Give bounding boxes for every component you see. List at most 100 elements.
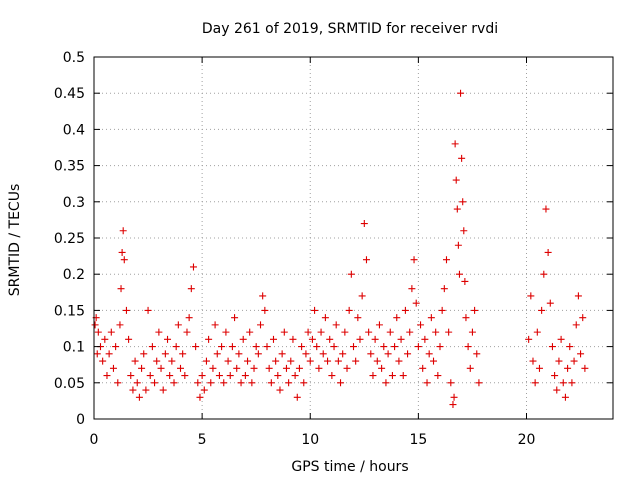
- data-point: [170, 379, 178, 387]
- data-point: [315, 364, 323, 372]
- data-point: [436, 343, 444, 351]
- data-point: [568, 379, 576, 387]
- data-point: [209, 364, 217, 372]
- data-point: [442, 256, 450, 264]
- data-point: [375, 321, 383, 329]
- data-point: [453, 205, 461, 213]
- data-point: [280, 328, 288, 336]
- data-point: [572, 321, 580, 329]
- data-point: [445, 328, 453, 336]
- data-point: [574, 292, 582, 300]
- data-point: [468, 328, 476, 336]
- data-point: [356, 335, 364, 343]
- y-tick-label: 0.05: [54, 376, 85, 392]
- data-point: [261, 306, 269, 314]
- data-point: [564, 364, 572, 372]
- data-point: [228, 343, 236, 351]
- data-point: [237, 379, 245, 387]
- data-point: [101, 335, 109, 343]
- data-point: [146, 372, 154, 380]
- data-point: [386, 328, 394, 336]
- data-point: [298, 343, 306, 351]
- data-point: [172, 343, 180, 351]
- data-point: [577, 350, 585, 358]
- data-point: [319, 350, 327, 358]
- data-point: [164, 335, 172, 343]
- data-point: [120, 256, 128, 264]
- data-point: [235, 350, 243, 358]
- data-point: [231, 314, 239, 322]
- data-point: [557, 335, 565, 343]
- data-point: [213, 350, 221, 358]
- data-point: [525, 335, 533, 343]
- data-point: [455, 270, 463, 278]
- data-point: [404, 350, 412, 358]
- data-point: [399, 372, 407, 380]
- data-point: [432, 328, 440, 336]
- data-point: [205, 335, 213, 343]
- data-point: [93, 350, 101, 358]
- data-point: [430, 357, 438, 365]
- data-point: [352, 357, 360, 365]
- data-point: [412, 299, 420, 307]
- data-point: [246, 328, 254, 336]
- y-tick-label: 0: [76, 412, 85, 428]
- data-point: [161, 350, 169, 358]
- data-point: [300, 379, 308, 387]
- y-tick-label: 0.35: [54, 159, 85, 175]
- data-point: [131, 357, 139, 365]
- data-point: [337, 379, 345, 387]
- data-point: [311, 306, 319, 314]
- data-point: [183, 328, 191, 336]
- data-point: [553, 386, 561, 394]
- data-point: [259, 292, 267, 300]
- data-point: [406, 328, 414, 336]
- data-point: [317, 328, 325, 336]
- data-point: [462, 314, 470, 322]
- data-point: [181, 372, 189, 380]
- data-point: [461, 277, 469, 285]
- data-point: [440, 285, 448, 293]
- data-point: [460, 227, 468, 235]
- data-point: [369, 372, 377, 380]
- data-point: [198, 372, 206, 380]
- data-point: [202, 357, 210, 365]
- data-point: [538, 306, 546, 314]
- data-point: [581, 364, 589, 372]
- data-point: [119, 227, 127, 235]
- data-point: [166, 372, 174, 380]
- data-point: [207, 379, 215, 387]
- data-point: [265, 364, 273, 372]
- data-point: [391, 343, 399, 351]
- data-point: [254, 350, 262, 358]
- data-point: [157, 364, 165, 372]
- data-point: [285, 379, 293, 387]
- data-point: [308, 335, 316, 343]
- data-point: [382, 379, 390, 387]
- data-point: [347, 270, 355, 278]
- data-point: [222, 328, 230, 336]
- data-point: [559, 379, 567, 387]
- data-point: [250, 364, 258, 372]
- data-point: [91, 321, 99, 329]
- data-point: [99, 357, 107, 365]
- data-point: [334, 357, 342, 365]
- data-point: [313, 343, 321, 351]
- data-point: [447, 379, 455, 387]
- data-point: [354, 314, 362, 322]
- data-point: [367, 350, 375, 358]
- data-point: [233, 364, 241, 372]
- data-point: [194, 379, 202, 387]
- data-point: [324, 357, 332, 365]
- data-point: [276, 386, 284, 394]
- data-point: [464, 343, 472, 351]
- data-point: [295, 364, 303, 372]
- data-point: [393, 314, 401, 322]
- x-tick-label: 5: [198, 432, 207, 448]
- data-point: [438, 306, 446, 314]
- y-tick-label: 0.4: [63, 122, 85, 138]
- data-point: [302, 350, 310, 358]
- data-point: [278, 350, 286, 358]
- data-point: [414, 343, 422, 351]
- data-point: [289, 335, 297, 343]
